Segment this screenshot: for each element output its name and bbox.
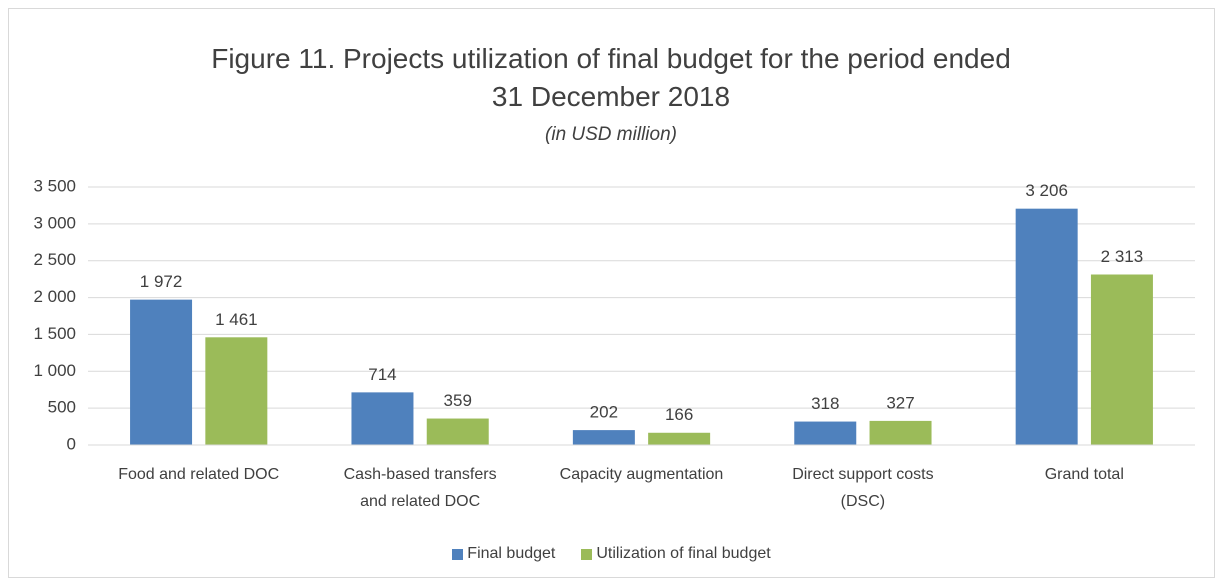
x-tick-label: Direct support costs (DSC)	[792, 466, 934, 510]
data-label: 202	[590, 403, 618, 422]
data-label: 3 206	[1025, 181, 1068, 200]
chart-frame	[8, 8, 1215, 578]
legend-item: Final budget	[452, 545, 555, 563]
x-tick-label: Capacity augmentation	[559, 466, 724, 483]
x-tick-label: Cash-based transfers and related DOC	[343, 466, 497, 510]
legend: Final budget Utilization of final budget	[0, 545, 1223, 563]
y-tick-label: 2 000	[33, 287, 76, 306]
y-tick-label: 1 000	[33, 361, 76, 380]
data-label: 359	[444, 391, 472, 410]
x-tick-label: Grand total	[1044, 466, 1124, 483]
bar	[1015, 208, 1078, 445]
y-tick-label: 3 000	[33, 213, 76, 232]
bar	[426, 418, 489, 445]
legend-item: Utilization of final budget	[581, 545, 771, 563]
bar	[351, 392, 414, 445]
bar	[794, 421, 857, 445]
data-label: 1 972	[140, 272, 183, 291]
y-tick-label: 1 500	[33, 324, 76, 343]
legend-swatch	[581, 548, 593, 560]
chart-title: Figure 11. Projects utilization of final…	[211, 43, 1011, 112]
y-tick-label: 2 500	[33, 250, 76, 269]
bar	[572, 430, 635, 445]
data-label: 714	[368, 365, 396, 384]
bar	[869, 420, 932, 445]
legend-label: Utilization of final budget	[596, 545, 771, 562]
y-tick-label: 500	[48, 398, 76, 417]
legend-label: Final budget	[467, 545, 556, 562]
data-label: 1 461	[215, 310, 258, 329]
data-label: 166	[665, 405, 693, 424]
legend-swatch	[452, 548, 464, 560]
data-label: 327	[886, 393, 914, 412]
y-tick-label: 3 500	[33, 176, 76, 195]
bar	[130, 299, 193, 445]
data-label: 2 313	[1101, 247, 1144, 266]
bar	[1090, 274, 1153, 445]
bar	[205, 337, 268, 445]
y-tick-label: 0	[67, 434, 76, 453]
chart-subtitle: (in USD million)	[545, 124, 677, 145]
x-tick-label: Food and related DOC	[118, 466, 280, 483]
bar	[648, 432, 711, 445]
data-label: 318	[811, 394, 839, 413]
